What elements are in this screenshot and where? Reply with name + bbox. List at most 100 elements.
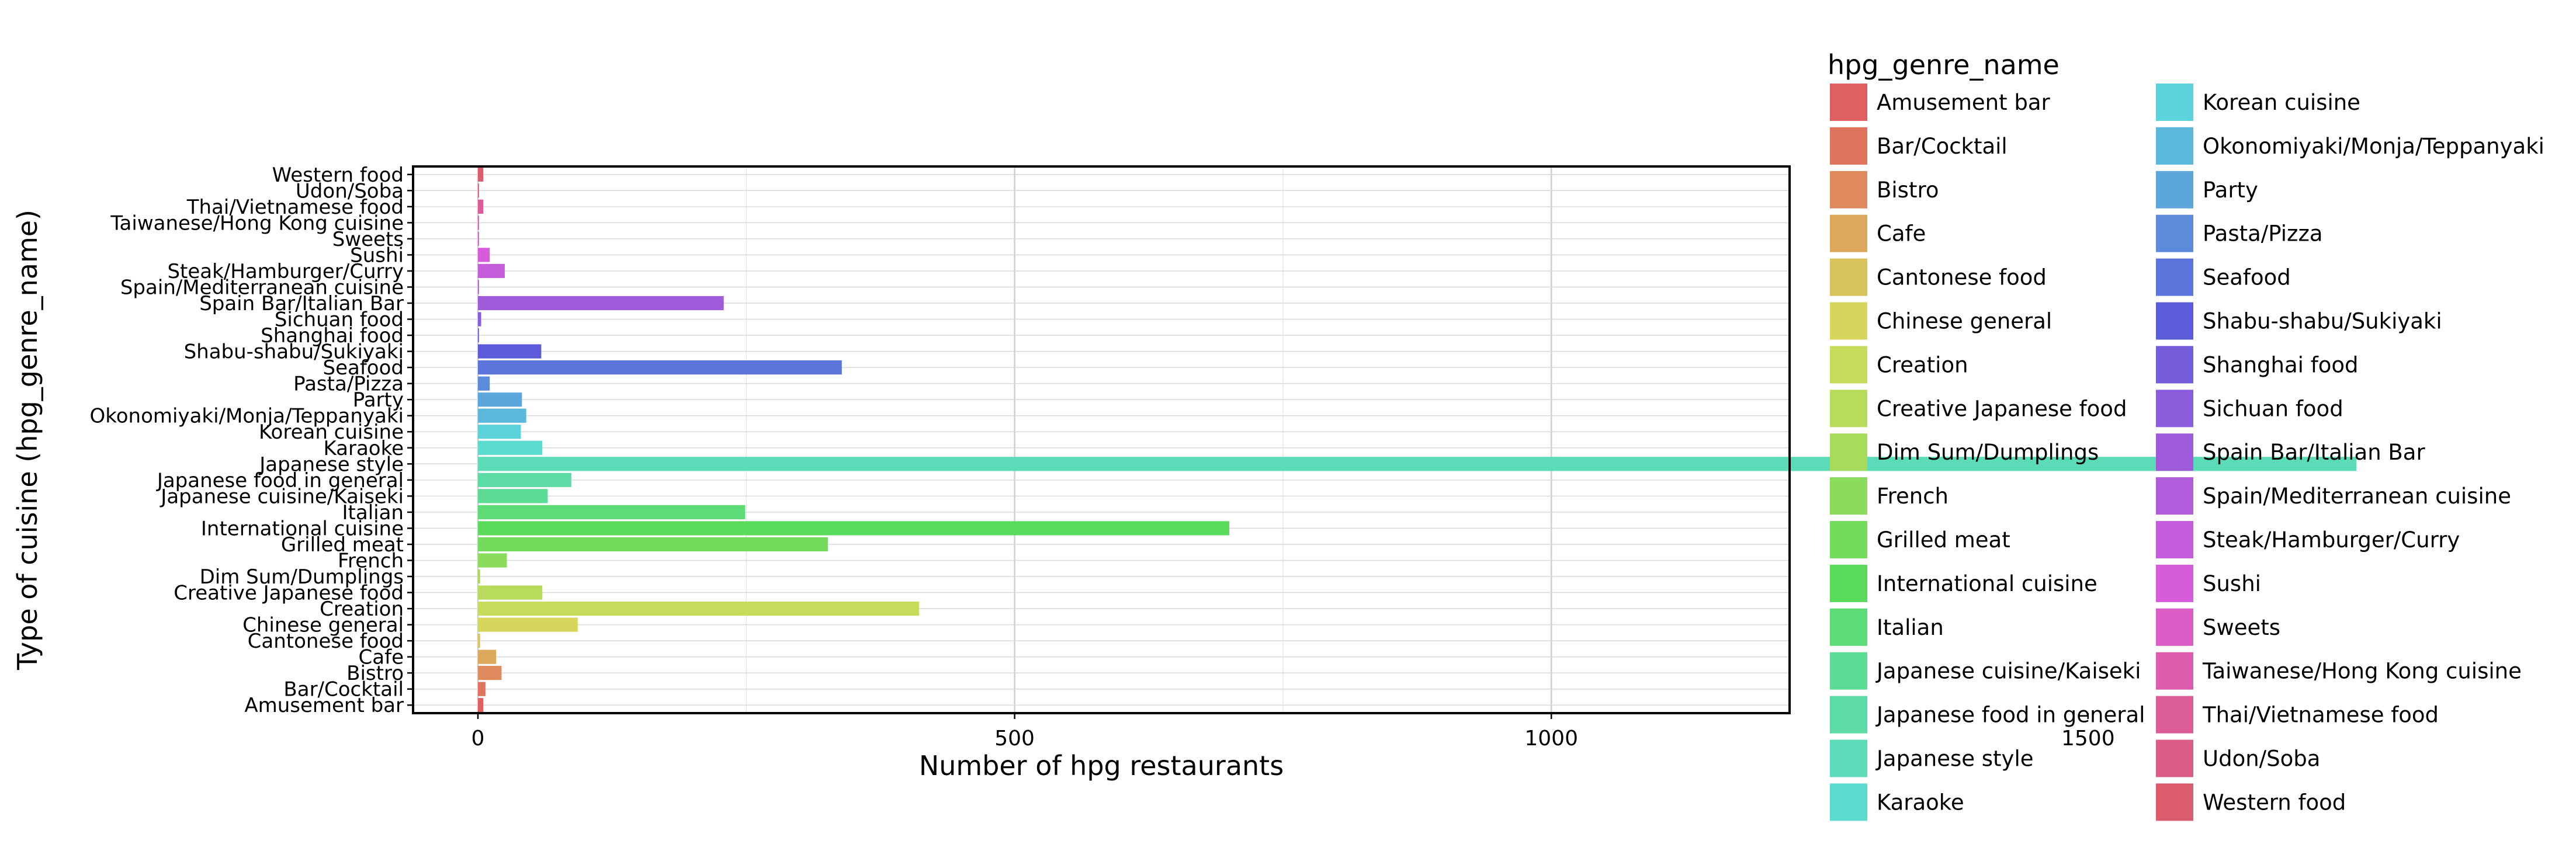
legend-swatch (2156, 127, 2193, 165)
y-tick-label: Thai/Vietnamese food (186, 196, 404, 219)
bars-layer (478, 167, 2357, 713)
legend-swatch (1830, 564, 1867, 602)
bar (478, 408, 526, 423)
legend-swatch (1830, 696, 1867, 734)
legend-label: Sichuan food (2203, 396, 2343, 421)
bar (478, 425, 521, 439)
x-tick-label: 1500 (2061, 727, 2115, 751)
legend-swatch (2156, 390, 2193, 428)
bar (478, 231, 479, 246)
y-tick-label: Bar/Cocktail (283, 678, 404, 701)
y-tick-label: Amusement bar (244, 694, 404, 717)
y-tick-label: Spain/Mediterranean cuisine (120, 276, 404, 299)
legend-title: hpg_genre_name (1828, 49, 2060, 81)
legend-label: Pasta/Pizza (2203, 221, 2323, 246)
legend-swatch (1830, 433, 1867, 471)
legend-label: Creation (1877, 352, 1968, 377)
plot-frame (412, 165, 1791, 714)
bar (478, 376, 490, 391)
y-axis-title: Type of cuisine (hpg_genre_name) (12, 210, 43, 671)
legend-swatch (2156, 433, 2193, 471)
grid-layer (413, 166, 1790, 713)
legend-swatch (1830, 652, 1867, 690)
legend-label: Seafood (2203, 265, 2291, 290)
legend-label: Thai/Vietnamese food (2202, 703, 2439, 728)
y-tick-label: Sushi (350, 244, 404, 267)
bar (478, 167, 484, 182)
bar (478, 216, 479, 230)
legend-label: Japanese food in general (1875, 703, 2145, 728)
legend-swatch (2156, 521, 2193, 558)
y-tick-label: Dim Sum/Dumplings (200, 565, 404, 589)
bar (478, 440, 543, 455)
y-tick-label: Sweets (332, 228, 404, 251)
legend-label: Okonomiyaki/Monja/Teppanyaki (2203, 134, 2544, 159)
bar (478, 392, 522, 407)
y-tick-label: Japanese cuisine/Kaiseki (160, 485, 404, 508)
x-tick-label: 0 (471, 727, 485, 751)
legend-swatch (2156, 171, 2193, 209)
y-tick-label: Okonomiyaki/Monja/Teppanyaki (90, 405, 404, 428)
legend-label: Chinese general (1877, 309, 2052, 334)
bar (478, 457, 2357, 471)
y-tick-label: Italian (342, 501, 404, 524)
y-tick-label: French (338, 549, 404, 572)
legend-swatch (2156, 608, 2193, 646)
legend-label: Taiwanese/Hong Kong cuisine (2202, 659, 2522, 684)
x-axis-title: Number of hpg restaurants (919, 750, 1284, 781)
legend-label: Karaoke (1877, 790, 1964, 815)
y-tick-label: Japanese style (258, 453, 404, 476)
y-tick-label: Western food (272, 164, 404, 187)
legend-label: Party (2203, 178, 2258, 203)
legend-swatch (1830, 302, 1867, 340)
y-tick-label: Steak/Hamburger/Curry (167, 260, 404, 283)
bar (478, 553, 507, 568)
bar (478, 585, 543, 600)
y-tick-label: Cantonese food (248, 630, 404, 653)
y-tick-label: International cuisine (201, 517, 404, 540)
y-tick-label: Taiwanese/Hong Kong cuisine (110, 211, 404, 235)
y-tick-label: Chinese general (242, 614, 404, 637)
legend-label: Spain Bar/Italian Bar (2203, 440, 2425, 465)
bar (478, 521, 1230, 536)
legend-label: Korean cuisine (2203, 90, 2360, 115)
legend-swatch (1830, 608, 1867, 646)
legend-label: Dim Sum/Dumplings (1877, 440, 2099, 465)
bar (478, 682, 486, 696)
bar (478, 296, 724, 311)
legend-label: Sweets (2203, 615, 2280, 640)
legend-label: Creative Japanese food (1877, 396, 2127, 421)
legend-swatch (1830, 127, 1867, 165)
legend-swatch (1830, 84, 1867, 121)
legend-swatch (1830, 783, 1867, 821)
y-tick-label: Spain Bar/Italian Bar (199, 292, 404, 315)
y-tick-label: Korean cuisine (259, 421, 404, 444)
y-tick-label: Shanghai food (261, 324, 404, 348)
legend-swatch (2156, 214, 2193, 252)
legend-swatch (2156, 739, 2193, 777)
legend-label: Amusement bar (1877, 90, 2051, 115)
y-tick-label: Bistro (346, 662, 404, 685)
legend-label: Sushi (2203, 571, 2261, 596)
legend-label: International cuisine (1877, 571, 2097, 596)
legend-swatch (2156, 564, 2193, 602)
legend-label: Grilled meat (1877, 527, 2010, 553)
bar (478, 344, 542, 359)
y-tick-label: Shabu-shabu/Sukiyaki (184, 341, 404, 364)
bar (478, 537, 828, 552)
bar (478, 569, 480, 584)
y-tick-label: Seafood (323, 356, 404, 380)
bar (478, 666, 502, 680)
y-tick-label: Karaoke (323, 437, 404, 460)
bar (478, 473, 571, 487)
legend-swatch (2156, 477, 2193, 515)
legend-swatch (2156, 696, 2193, 734)
bar (478, 360, 842, 375)
bar (478, 248, 490, 262)
legend-swatch (2156, 652, 2193, 690)
legend-label: Cafe (1877, 221, 1926, 246)
legend-label: Shabu-shabu/Sukiyaki (2203, 309, 2442, 334)
legend-label: Western food (2203, 790, 2346, 815)
legend-swatch (2156, 302, 2193, 340)
